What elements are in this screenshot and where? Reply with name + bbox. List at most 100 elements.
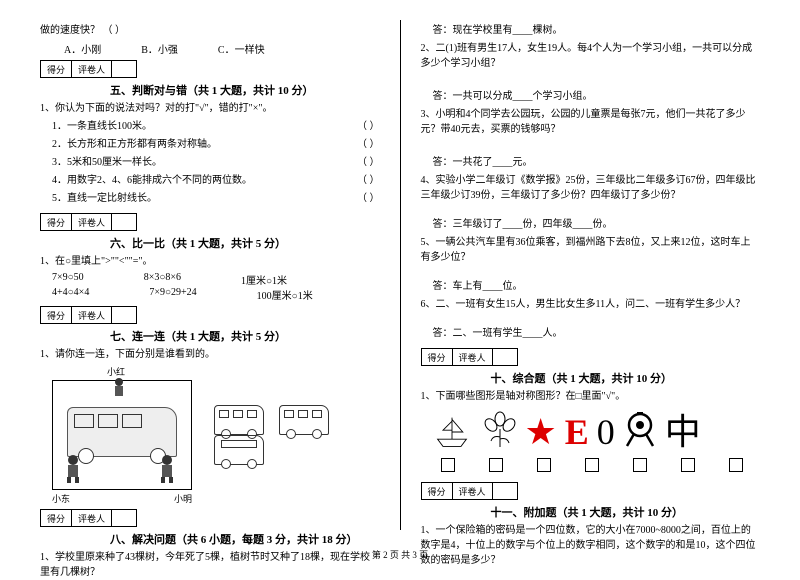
- section-10-title: 十、综合题（共 1 大题，共计 10 分）: [491, 370, 761, 386]
- section-11-title: 十一、附加题（共 1 大题，共计 10 分）: [491, 504, 761, 520]
- ans-1: 答：现在学校里有____棵树。: [421, 23, 761, 38]
- score-blank[interactable]: [493, 349, 517, 365]
- score-box-5: 得分 评卷人: [40, 60, 137, 78]
- person-icon: [61, 454, 85, 487]
- q6: 6、二、一班有女生15人，男生比女生多11人，问二、一班有学生多少人？: [421, 297, 761, 312]
- checkbox[interactable]: [537, 458, 551, 472]
- score-box-6: 得分 评卷人: [40, 213, 137, 231]
- section-7-title: 七、连一连（共 1 大题，共计 5 分）: [110, 328, 380, 344]
- s6-row1: 7×9○50 8×3○8×6 1厘米○1米: [40, 272, 380, 287]
- s6-row2: 4+4○4×4 7×9○29+24 100厘米○1米: [40, 287, 380, 302]
- score-label: 得分: [41, 307, 72, 323]
- section-6-title: 六、比一比（共 1 大题，共计 5 分）: [110, 235, 380, 251]
- paren-blank[interactable]: （ ）: [357, 191, 380, 206]
- mc-options: A．小刚 B．小强 C．一样快: [40, 41, 380, 56]
- s5-items: 1．一条直线长100米。 （ ） 2．长方形和正方形都有两条对称轴。 （ ） 3．5…: [40, 119, 380, 206]
- grader-label: 评卷人: [453, 349, 493, 365]
- s5-item: 4．用数字2、4、6能排成六个不同的两位数。: [52, 173, 252, 188]
- grader-label: 评卷人: [453, 483, 493, 499]
- s7-figure-row: 小红: [40, 365, 380, 505]
- paren-blank[interactable]: （ ）: [357, 155, 380, 170]
- van-icon: [214, 435, 264, 465]
- score-blank[interactable]: [112, 61, 136, 77]
- cmp-expr: 7×9○29+24: [149, 287, 196, 302]
- opt-b: B．小强: [141, 41, 178, 56]
- grader-label: 评卷人: [72, 214, 112, 230]
- score-label: 得分: [41, 510, 72, 526]
- section-5-title: 五、判断对与错（共 1 大题，共计 10 分）: [110, 82, 380, 98]
- ans-2: 答：一共可以分成____个学习小组。: [421, 89, 761, 104]
- score-blank[interactable]: [493, 483, 517, 499]
- scene-wrap: 小红: [40, 365, 192, 505]
- q5: 5、一辆公共汽车里有36位乘客，到福州路下去8位，又上来12位，这时车上有多少位…: [421, 235, 761, 265]
- checkbox-row: [441, 458, 761, 472]
- score-label: 得分: [422, 349, 453, 365]
- opt-a: A．小刚: [64, 41, 101, 56]
- s10-stem: 1、下面哪些图形是轴对称图形？在□里面"√"。: [421, 389, 761, 404]
- star-icon: ★: [525, 414, 557, 450]
- s6-stem: 1、在○里填上">""<""="。: [40, 254, 380, 269]
- s5-stem: 1、你认为下面的说法对吗？对的打"√"，错的打"×"。: [40, 101, 380, 116]
- checkbox[interactable]: [441, 458, 455, 472]
- symmetry-shapes: ★ E 0 中: [429, 410, 761, 454]
- score-label: 得分: [422, 483, 453, 499]
- ans-6: 答：二、一班有学生____人。: [421, 326, 761, 341]
- q3: 3、小明和4个同学去公园玩，公园的儿童票是每张7元，他们一共花了多少元？带40元…: [421, 107, 761, 137]
- rail-icon: [623, 410, 657, 454]
- label-br: 小明: [174, 492, 192, 505]
- van-options: [208, 405, 380, 465]
- grader-label: 评卷人: [72, 61, 112, 77]
- score-blank[interactable]: [112, 307, 136, 323]
- ans-5: 答：车上有____位。: [421, 279, 761, 294]
- ans-3: 答：一共花了____元。: [421, 155, 761, 170]
- grader-label: 评卷人: [72, 510, 112, 526]
- checkbox[interactable]: [729, 458, 743, 472]
- boat-icon: [429, 414, 475, 450]
- cmp-expr: 7×9○50: [52, 272, 84, 287]
- score-label: 得分: [41, 214, 72, 230]
- paren-blank[interactable]: （ ）: [357, 173, 380, 188]
- person-icon: [155, 454, 179, 487]
- van-icon: [279, 405, 329, 435]
- s5-item: 1．一条直线长100米。: [52, 119, 152, 134]
- checkbox[interactable]: [681, 458, 695, 472]
- q2: 2、二(1)班有男生17人，女生19人。每4个人为一个学习小组，一共可以分成多少…: [421, 41, 761, 71]
- s7-stem: 1、请你连一连，下面分别是谁看到的。: [40, 347, 380, 362]
- van-icon: [214, 405, 264, 435]
- s5-item: 5．直线一定比射线长。: [52, 191, 157, 206]
- page-footer: 第 2 页 共 3 页: [0, 548, 800, 561]
- right-column: 答：现在学校里有____棵树。 2、二(1)班有男生17人，女生19人。每4个人…: [421, 20, 761, 530]
- score-box-7: 得分 评卷人: [40, 306, 137, 324]
- paren-blank[interactable]: （ ）: [357, 119, 380, 134]
- cmp-expr: 100厘米○1米: [257, 287, 313, 302]
- left-column: 做的速度快？ （ ） A．小刚 B．小强 C．一样快 得分 评卷人 五、判断对与…: [40, 20, 380, 530]
- q4: 4、实验小学二年级订《数学报》25份，三年级比二年级多订67份，四年级比三年级少…: [421, 173, 761, 203]
- score-blank[interactable]: [112, 510, 136, 526]
- score-box-10: 得分 评卷人: [421, 348, 518, 366]
- grader-label: 评卷人: [72, 307, 112, 323]
- letter-e-icon: E: [565, 414, 589, 450]
- opt-c: C．一样快: [218, 41, 265, 56]
- ans-4: 答：三年级订了____份，四年级____份。: [421, 217, 761, 232]
- s5-item: 3．5米和50厘米一样长。: [52, 155, 162, 170]
- digit-0-icon: 0: [597, 414, 615, 450]
- checkbox[interactable]: [585, 458, 599, 472]
- section-8-title: 八、解决问题（共 6 小题，每题 3 分，共计 18 分）: [110, 531, 380, 547]
- score-box-11: 得分 评卷人: [421, 482, 518, 500]
- cmp-expr: 1厘米○1米: [241, 272, 287, 287]
- flower-icon: [483, 411, 517, 454]
- paren-blank[interactable]: （ ）: [357, 137, 380, 152]
- prev-q-tail: 做的速度快？ （ ）: [40, 23, 380, 38]
- label-bl: 小东: [52, 492, 70, 505]
- score-blank[interactable]: [112, 214, 136, 230]
- cmp-expr: 4+4○4×4: [52, 287, 89, 302]
- scene-image: [52, 380, 192, 490]
- bottom-labels: 小东 小明: [52, 492, 192, 505]
- cmp-expr: 8×3○8×6: [144, 272, 181, 287]
- column-divider: [400, 20, 401, 530]
- char-zhong-icon: 中: [665, 414, 701, 450]
- score-label: 得分: [41, 61, 72, 77]
- checkbox[interactable]: [489, 458, 503, 472]
- checkbox[interactable]: [633, 458, 647, 472]
- s5-item: 2．长方形和正方形都有两条对称轴。: [52, 137, 217, 152]
